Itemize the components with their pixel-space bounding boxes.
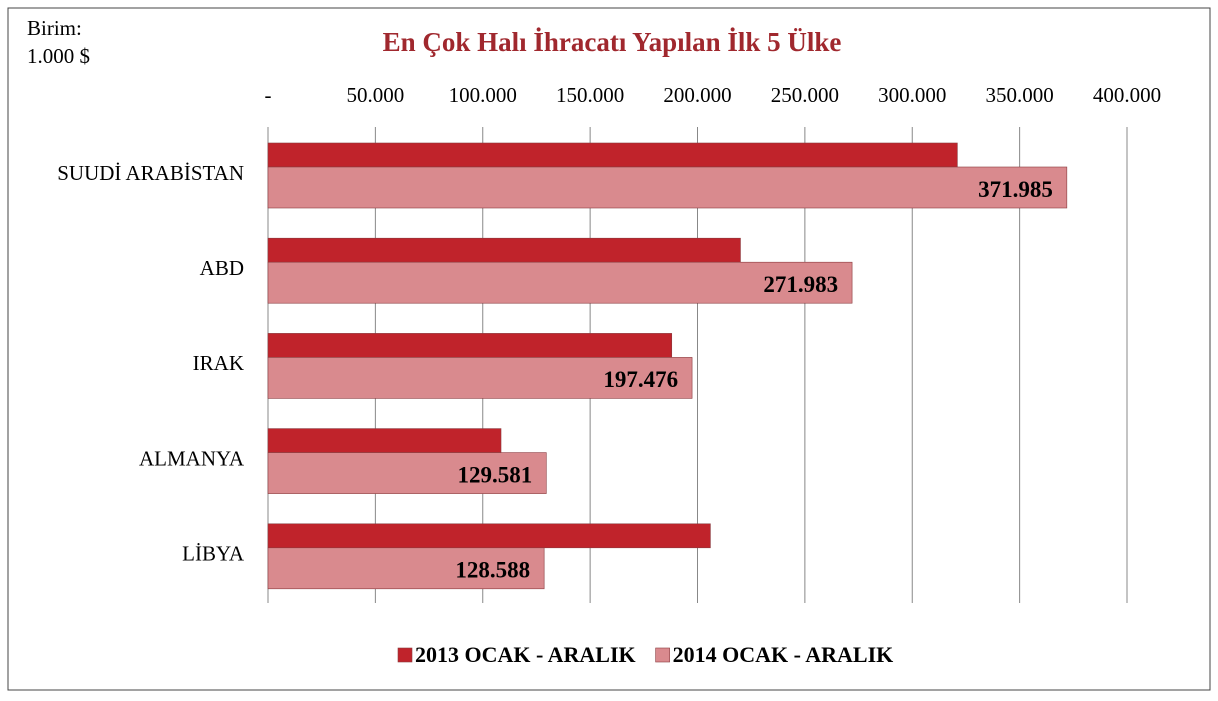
value-label: 197.476 — [603, 367, 678, 392]
y-tick-label: ABD — [200, 256, 244, 280]
bar — [267, 237, 741, 263]
bar — [267, 428, 502, 453]
bar — [267, 523, 711, 549]
bar — [267, 333, 673, 358]
bar — [267, 452, 547, 494]
value-label: 129.581 — [458, 462, 533, 487]
bar — [267, 142, 958, 168]
y-tick-label: IRAK — [193, 351, 244, 375]
chart-title: En Çok Halı İhracatı Yapılan İlk 5 Ülke — [383, 27, 842, 57]
value-label: 271.983 — [763, 272, 838, 297]
y-tick-label: SUUDİ ARABİSTAN — [57, 161, 244, 185]
x-tick-label: 400.000 — [1093, 83, 1161, 107]
x-tick-label: 250.000 — [771, 83, 839, 107]
x-tick-label: 350.000 — [986, 83, 1054, 107]
bar — [267, 166, 1068, 209]
legend-label: 2014 OCAK - ARALIK — [673, 642, 894, 667]
bar — [267, 261, 853, 304]
value-label: 371.985 — [978, 177, 1053, 202]
legend-label: 2013 OCAK - ARALIK — [415, 642, 636, 667]
x-tick-label: 300.000 — [878, 83, 946, 107]
legend-swatch — [397, 647, 413, 663]
x-tick-label: 100.000 — [449, 83, 517, 107]
value-label: 128.588 — [455, 558, 530, 583]
x-tick-label: - — [265, 83, 272, 107]
x-tick-label: 50.000 — [347, 83, 405, 107]
unit-note: 1.000 $ — [27, 44, 90, 68]
x-tick-label: 150.000 — [556, 83, 624, 107]
bar — [267, 547, 545, 590]
y-tick-label: LİBYA — [182, 542, 245, 566]
unit-note: Birim: — [27, 16, 82, 40]
legend-swatch — [655, 647, 670, 663]
y-tick-label: ALMANYA — [139, 446, 245, 470]
x-tick-label: 200.000 — [663, 83, 731, 107]
bar — [267, 357, 693, 399]
